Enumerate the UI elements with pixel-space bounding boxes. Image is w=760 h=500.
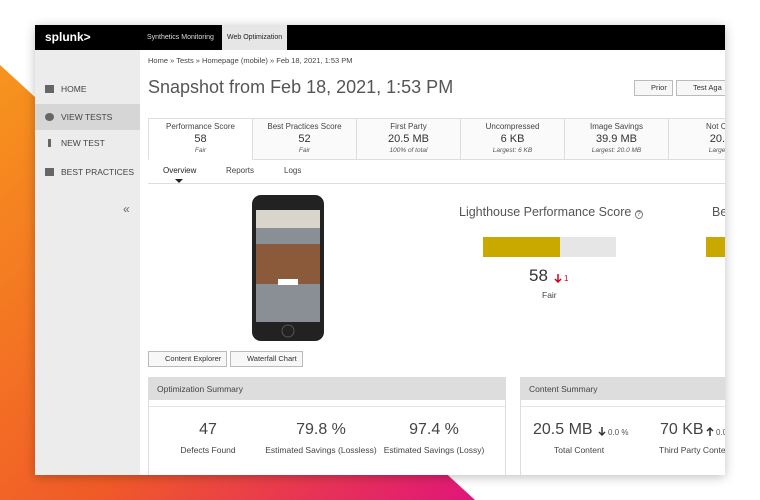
sidebar: HOME VIEW TESTS NEW TEST BEST PRACTICES …	[35, 50, 140, 475]
label: HOME	[61, 84, 87, 94]
down-arrow	[598, 427, 606, 436]
metric-note: 100% of total	[389, 147, 428, 154]
metric-label: Performance Score	[166, 122, 235, 131]
metric-value: 52	[298, 133, 311, 145]
top-bar: splunk> Synthetics Monitoring Web Optimi…	[35, 25, 725, 50]
label: NEW TEST	[61, 138, 105, 148]
metric-note: Largest:	[708, 147, 725, 154]
metric-label: Uncompressed	[485, 122, 540, 131]
test-again-button[interactable]: Test Aga	[676, 80, 725, 96]
logo[interactable]: splunk>	[45, 30, 91, 44]
active-indicator	[175, 179, 183, 183]
sidebar-item[interactable]: HOME	[35, 76, 140, 102]
waterfall-chart-button[interactable]: Waterfall Chart	[230, 351, 303, 367]
content-summary-panel: Content Summary 20.5 MB 0.0 % Total Cont…	[520, 377, 725, 475]
metric-card[interactable]: Best Practices Score 52 Fair	[252, 118, 357, 160]
metric-card[interactable]: Not Cac 20.3 Largest:	[668, 118, 725, 160]
stat-value: 70 KB	[660, 421, 704, 438]
icon	[45, 168, 54, 176]
content-explorer-button[interactable]: Content Explorer	[148, 351, 228, 367]
score-bar-track	[483, 237, 616, 257]
metric-note: Largest: 20.0 MB	[591, 147, 642, 154]
score-value: 58	[529, 266, 548, 285]
metric-label: Best Practices Score	[267, 122, 342, 131]
collapse-button[interactable]: «	[123, 202, 130, 216]
icon	[48, 139, 51, 147]
metric-value: 39.9 MB	[596, 133, 637, 145]
metric-note: Fair	[194, 147, 207, 154]
stat-change: 0.0	[716, 428, 725, 437]
stat-label: Estimated Savings (Lossless)	[265, 445, 377, 455]
sidebar-item[interactable]: BEST PRACTICES	[35, 159, 140, 185]
prior-button[interactable]: Prior	[634, 80, 673, 96]
page-title: Snapshot from Feb 18, 2021, 1:53 PM	[148, 77, 454, 97]
metric-label: Not Cac	[706, 122, 725, 131]
stat-label: Defects Found	[180, 445, 236, 455]
divider	[149, 406, 505, 407]
stat-value: 79.8 %	[296, 421, 346, 438]
stat-value: 20.5 MB	[533, 421, 593, 438]
icon	[45, 85, 54, 93]
label: BEST PRACTICES	[61, 167, 135, 177]
phone-screenshot[interactable]	[251, 194, 327, 342]
metric-value: 20.3	[709, 133, 725, 145]
second-score-bar	[706, 237, 725, 257]
metric-note: Largest: 6 KB	[492, 147, 533, 154]
nav-tab[interactable]: Synthetics Monitoring	[147, 34, 214, 41]
stat-label: Estimated Savings (Lossy)	[383, 445, 485, 455]
metric-card[interactable]: Uncompressed 6 KB Largest: 6 KB	[460, 118, 565, 160]
stat-label: Third Party Conte	[659, 445, 725, 455]
stat-value: 47	[199, 421, 217, 438]
metric-note: Fair	[298, 147, 311, 154]
metric-value: 58	[194, 133, 207, 145]
stat-change: 0.0 %	[608, 428, 629, 437]
subtab-active[interactable]: Overview	[163, 166, 197, 175]
subtab[interactable]: Reports	[226, 166, 255, 175]
score-change: 1	[564, 274, 569, 283]
sidebar-item-active[interactable]: VIEW TESTS	[35, 104, 140, 130]
stat-label: Total Content	[554, 445, 605, 455]
nav-tab-active[interactable]: Web Optimization	[222, 25, 288, 50]
app-window: splunk> Synthetics Monitoring Web Optimi…	[35, 25, 725, 475]
metric-card[interactable]: Performance Score 58 Fair	[148, 118, 253, 160]
panel-header: Optimization Summary	[149, 378, 505, 400]
metric-value: 20.5 MB	[388, 133, 429, 145]
score-bar-fill	[483, 237, 561, 257]
breadcrumb: Home » Tests » Homepage (mobile) » Feb 1…	[148, 56, 353, 65]
icon	[45, 113, 54, 121]
subtab[interactable]: Logs	[284, 166, 302, 175]
text: Lighthouse Performance Score	[459, 205, 632, 219]
info-icon[interactable]: ?	[634, 210, 643, 219]
sidebar-item[interactable]: NEW TEST	[35, 130, 140, 156]
down-arrow	[554, 274, 562, 283]
score-rating: Fair	[542, 290, 557, 300]
lighthouse-title: Lighthouse Performance Score ?	[459, 205, 643, 219]
metric-value: 6 KB	[500, 133, 525, 145]
divider	[148, 183, 725, 184]
stat-value: 97.4 %	[409, 421, 459, 438]
metric-card[interactable]: First Party 20.5 MB 100% of total	[356, 118, 461, 160]
up-arrow	[706, 427, 714, 436]
metric-card[interactable]: Image Savings 39.9 MB Largest: 20.0 MB	[564, 118, 669, 160]
second-panel-title: Be	[712, 205, 725, 219]
metric-label: Image Savings	[590, 122, 643, 131]
divider	[521, 406, 725, 407]
metric-label: First Party	[390, 122, 427, 131]
label: VIEW TESTS	[61, 112, 113, 122]
panel-header: Content Summary	[521, 378, 725, 400]
optimization-summary-panel: Optimization Summary 47 Defects Found 79.8…	[148, 377, 506, 475]
